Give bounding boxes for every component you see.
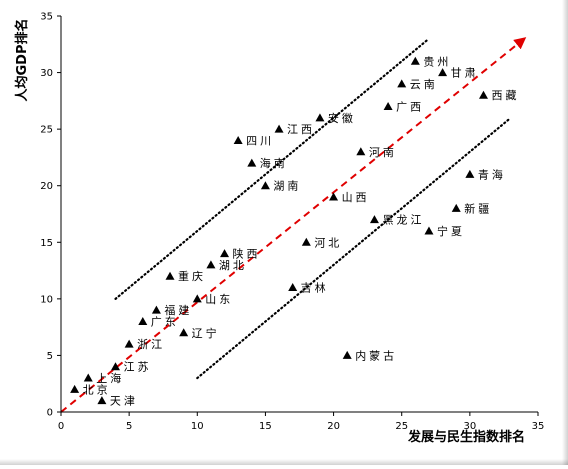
point-label: 山东 bbox=[205, 293, 233, 306]
point-label: 内蒙古 bbox=[355, 348, 397, 362]
data-point-triangle bbox=[260, 181, 270, 190]
data-point-triangle bbox=[247, 158, 257, 167]
data-point-triangle bbox=[274, 124, 284, 133]
point-label: 青海 bbox=[478, 167, 506, 181]
y-tick-label: 25 bbox=[40, 125, 53, 136]
diagonal-trend-arrow bbox=[60, 37, 527, 413]
data-point-triangle bbox=[329, 192, 339, 201]
x-tick-label: 10 bbox=[191, 421, 204, 432]
data-point-triangle bbox=[138, 316, 148, 325]
data-point-triangle bbox=[70, 384, 80, 393]
point-label: 河南 bbox=[369, 146, 397, 159]
data-point-triangle bbox=[301, 237, 311, 246]
x-tick-label: 20 bbox=[327, 421, 340, 432]
data-point-triangle bbox=[478, 90, 488, 99]
point-label: 湖南 bbox=[273, 180, 301, 193]
point-label: 云南 bbox=[410, 78, 438, 91]
y-axis-title: 人均GDP排名 bbox=[14, 19, 30, 102]
point-label: 甘肃 bbox=[451, 67, 479, 80]
data-point-triangle bbox=[206, 260, 216, 269]
y-tick-label: 20 bbox=[40, 181, 53, 192]
point-label: 山西 bbox=[342, 191, 370, 204]
point-label: 江西 bbox=[287, 123, 315, 136]
dotted-boundary-line bbox=[114, 37, 431, 300]
data-point-triangle bbox=[83, 373, 93, 382]
y-tick-label: 30 bbox=[40, 68, 53, 79]
point-label: 湖北 bbox=[219, 259, 247, 272]
point-label: 北京 bbox=[83, 382, 111, 396]
point-label: 上海 bbox=[96, 371, 124, 385]
x-tick-label: 30 bbox=[463, 421, 476, 432]
point-label: 福建 bbox=[164, 303, 192, 317]
point-label: 西藏 bbox=[491, 89, 519, 102]
y-tick-label: 15 bbox=[40, 238, 53, 249]
point-label: 辽宁 bbox=[192, 326, 220, 340]
data-point-triangle bbox=[369, 215, 379, 224]
data-point-triangle bbox=[465, 169, 475, 178]
point-label: 吉林 bbox=[301, 281, 329, 295]
data-point-triangle bbox=[383, 102, 393, 111]
data-point-triangle bbox=[451, 203, 461, 212]
data-point-triangle bbox=[233, 135, 243, 144]
point-label: 安徽 bbox=[328, 111, 356, 125]
data-point-triangle bbox=[192, 294, 202, 303]
data-point-triangle bbox=[342, 350, 352, 359]
point-label: 河北 bbox=[314, 236, 342, 249]
data-point-triangle bbox=[111, 362, 121, 371]
point-label: 黑龙江 bbox=[382, 214, 424, 227]
data-point-triangle bbox=[179, 328, 189, 337]
data-point-triangle bbox=[151, 305, 161, 314]
point-label: 陕西 bbox=[233, 247, 261, 261]
point-label: 新疆 bbox=[464, 201, 492, 215]
data-point-triangle bbox=[424, 226, 434, 235]
data-point-triangle bbox=[410, 56, 420, 65]
point-label: 贵州 bbox=[423, 55, 451, 68]
point-label: 天津 bbox=[110, 395, 138, 408]
point-label: 宁夏 bbox=[437, 224, 465, 238]
y-tick-label: 5 bbox=[47, 351, 53, 362]
reference-lines bbox=[60, 37, 527, 413]
point-label: 四川 bbox=[246, 134, 274, 147]
x-tick-label: 0 bbox=[58, 421, 64, 432]
x-tick-label: 5 bbox=[126, 421, 132, 432]
y-tick-label: 0 bbox=[47, 408, 53, 419]
data-point-triangle bbox=[220, 249, 230, 258]
x-tick-label: 25 bbox=[395, 421, 408, 432]
data-points bbox=[70, 56, 488, 405]
data-point-triangle bbox=[288, 283, 298, 292]
dotted-boundary-line bbox=[196, 116, 512, 380]
data-point-triangle bbox=[124, 339, 134, 348]
data-point-triangle bbox=[165, 271, 175, 280]
point-label: 广东 bbox=[151, 315, 179, 328]
data-point-triangle bbox=[438, 68, 448, 77]
y-tick-label: 35 bbox=[40, 12, 53, 23]
x-axis-title: 发展与民生指数排名 bbox=[407, 429, 525, 445]
y-tick-label: 10 bbox=[40, 294, 53, 305]
point-label: 浙江 bbox=[137, 338, 165, 351]
point-label: 广西 bbox=[396, 101, 424, 114]
point-label: 海南 bbox=[260, 156, 288, 170]
point-label: 江苏 bbox=[124, 361, 152, 374]
data-point-triangle bbox=[315, 113, 325, 122]
x-tick-label: 35 bbox=[532, 421, 545, 432]
point-label: 重庆 bbox=[178, 269, 206, 283]
x-axis-ticks: 0 5 10 15 20 25 30 35 bbox=[58, 412, 545, 432]
data-point-triangle bbox=[97, 396, 107, 405]
data-point-triangle bbox=[397, 79, 407, 88]
data-point-triangle bbox=[356, 147, 366, 156]
axes: 0 5 10 15 20 25 30 35 0 5 10 15 20 25 30 35 bbox=[40, 12, 544, 433]
y-axis-ticks: 0 5 10 15 20 25 30 35 bbox=[40, 12, 61, 419]
x-tick-label: 15 bbox=[259, 421, 272, 432]
